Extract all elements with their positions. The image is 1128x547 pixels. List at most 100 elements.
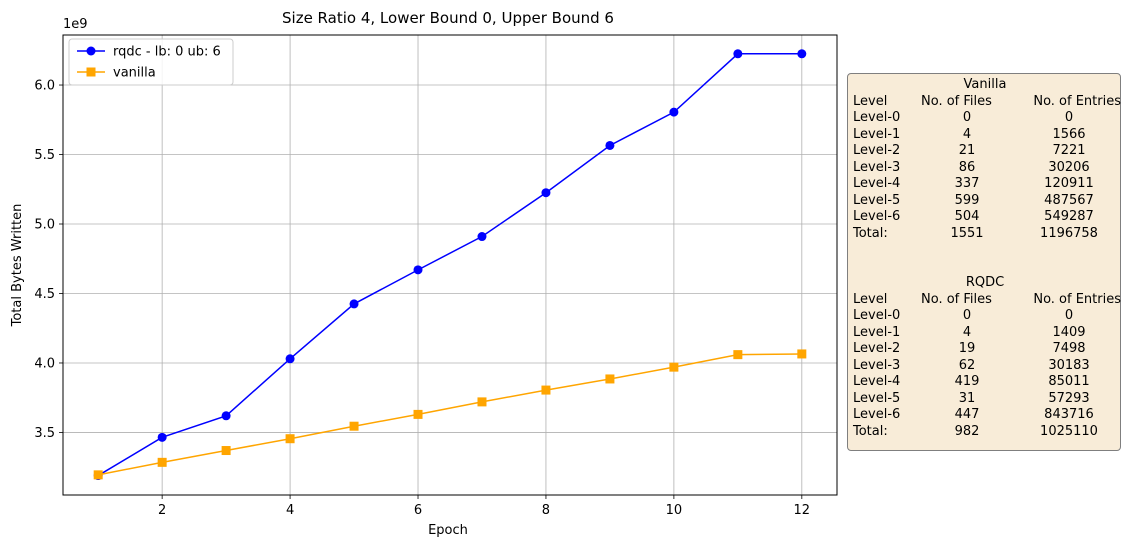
series-line-vanilla	[98, 353, 802, 476]
data-point-vanilla	[477, 397, 487, 407]
data-point-rqdc	[285, 354, 295, 364]
cell-files: 4	[962, 324, 972, 340]
vanilla-table-row: Level-4 337 120911	[853, 176, 1117, 193]
y-offset-label: 1e9	[63, 17, 88, 32]
rqdc-table-row: Level-4 419 85011	[853, 374, 1117, 391]
data-point-vanilla	[669, 362, 679, 372]
cell-level: Level-2	[853, 143, 901, 158]
rqdc-table-title: RQDC	[965, 275, 1005, 290]
header-files: No. of Files	[921, 291, 992, 307]
cell-entries: 1566	[1052, 126, 1086, 142]
grid-lines	[63, 35, 837, 495]
data-point-vanilla	[541, 385, 551, 395]
chart-title: Size Ratio 4, Lower Bound 0, Upper Bound…	[282, 9, 614, 27]
data-point-vanilla	[797, 349, 807, 359]
rqdc-table-row: Total: 982 1025110	[853, 424, 1117, 441]
cell-files: 4	[962, 126, 972, 142]
rqdc-table-row: Level-2 19 7498	[853, 341, 1117, 358]
cell-level: Level-0	[853, 110, 901, 125]
legend-label-vanilla: vanilla	[113, 66, 156, 81]
cell-level: Level-3	[853, 159, 901, 175]
cell-files: 982	[954, 423, 980, 439]
y-tick-label: 4.0	[34, 356, 55, 371]
cell-files: 21	[958, 143, 976, 158]
header-level: Level	[853, 291, 888, 307]
data-point-vanilla	[157, 457, 167, 467]
y-tick-label: 5.0	[34, 218, 55, 233]
cell-level: Level-5	[853, 390, 901, 406]
legend-marker-vanilla	[86, 67, 96, 77]
cell-level: Level-6	[853, 209, 901, 224]
vanilla-table-row: Total: 1551 1196758	[853, 226, 1117, 243]
data-point-rqdc	[157, 432, 167, 442]
y-axis-label: Total Bytes Written	[10, 204, 25, 328]
data-point-rqdc	[221, 411, 231, 421]
cell-entries: 30183	[1048, 357, 1090, 373]
legend-frame	[68, 38, 234, 86]
cell-entries: 549287	[1044, 209, 1094, 224]
vanilla-table-title: Vanilla	[963, 77, 1007, 92]
axis-ticks: 2 4 6 8 10 12 3.5 4.0 4.5 5.0 5.5 6.0	[34, 79, 810, 518]
cell-entries: 487567	[1044, 192, 1094, 208]
vanilla-table-row: Level-6 504 549287	[853, 209, 1117, 226]
data-point-vanilla	[605, 374, 615, 384]
y-tick-label: 3.5	[34, 426, 55, 441]
cell-files: 31	[958, 390, 976, 406]
y-tick-label: 6.0	[34, 79, 55, 94]
cell-files: 0	[962, 308, 972, 323]
data-point-rqdc	[477, 232, 487, 242]
data-point-rqdc	[605, 140, 615, 150]
cell-level: Level-6	[853, 407, 901, 422]
cell-files: 62	[958, 357, 976, 373]
cell-files: 419	[954, 374, 980, 389]
cell-entries: 0	[1064, 308, 1074, 323]
cell-files: 504	[954, 209, 980, 224]
cell-level: Level-1	[853, 126, 901, 142]
x-tick-label: 4	[286, 503, 294, 518]
cell-level: Level-4	[853, 374, 901, 389]
vanilla-table-row: Level-2 21 7221	[853, 143, 1117, 160]
cell-level: Level-4	[853, 176, 901, 191]
cell-entries: 7221	[1052, 143, 1086, 158]
rqdc-table-row: Level-6 447 843716	[853, 407, 1117, 424]
data-point-vanilla	[413, 409, 423, 419]
data-point-rqdc	[541, 188, 551, 198]
cell-level: Total:	[853, 423, 888, 439]
series-line-rqdc	[97, 53, 802, 477]
cell-entries: 30206	[1048, 159, 1090, 175]
data-point-rqdc	[797, 49, 807, 59]
rqdc-table-row: Level-0 0 0	[853, 308, 1117, 325]
data-point-rqdc	[349, 299, 359, 309]
cell-files: 19	[958, 341, 976, 356]
x-axis-label: Epoch	[428, 523, 468, 538]
y-tick-label: 5.5	[34, 148, 55, 163]
cell-files: 599	[954, 192, 980, 208]
cell-entries: 57293	[1048, 390, 1090, 406]
header-entries: No. of Entries	[1033, 291, 1121, 307]
x-tick-label: 6	[414, 503, 422, 518]
cell-level: Level-0	[853, 308, 901, 323]
header-entries: No. of Entries	[1033, 93, 1121, 109]
data-point-vanilla	[221, 446, 231, 456]
vanilla-table-row: Level-1 4 1566	[853, 127, 1117, 144]
x-tick-label: 12	[794, 503, 811, 518]
legend: rqdc - lb: 0 ub: 6 vanilla	[68, 38, 234, 86]
rqdc-table-row: Level-1 4 1409	[853, 325, 1117, 342]
rqdc-table-header: Level No. of Files No. of Entries	[853, 291, 1121, 309]
plot-series	[93, 49, 807, 481]
x-tick-label: 10	[666, 503, 683, 518]
cell-level: Level-3	[853, 357, 901, 373]
legend-entry-vanilla: vanilla	[77, 66, 156, 81]
vanilla-table-row: Level-3 86 30206	[853, 160, 1117, 177]
cell-entries: 7498	[1052, 341, 1086, 356]
plot-frame	[62, 34, 838, 496]
cell-entries: 1196758	[1040, 225, 1098, 241]
cell-entries: 1409	[1052, 324, 1086, 340]
cell-entries: 843716	[1044, 407, 1094, 422]
cell-entries: 0	[1064, 110, 1074, 125]
cell-files: 1551	[950, 225, 984, 241]
table-spacer	[853, 242, 1117, 275]
legend-entry-rqdc: rqdc - lb: 0 ub: 6	[77, 45, 221, 60]
cell-level: Total:	[853, 225, 888, 241]
cell-level: Level-5	[853, 192, 901, 208]
